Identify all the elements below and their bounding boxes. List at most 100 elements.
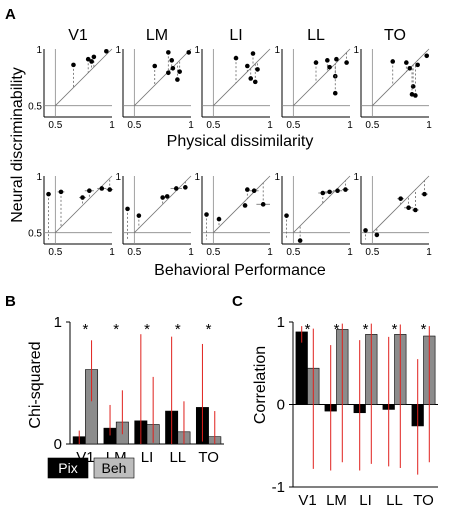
subplot-top-1: 1 0.5 0.5 1 V1 <box>28 27 115 131</box>
data-point <box>175 77 180 82</box>
data-point <box>152 63 158 69</box>
panel-label-c: C <box>232 293 243 310</box>
data-point <box>173 186 179 191</box>
panel-c-category-label: LL <box>386 492 403 508</box>
subplot-title: LL <box>307 27 325 44</box>
subplot-title: LI <box>229 27 242 44</box>
data-point <box>166 70 171 76</box>
x-tick-label: 0.5 <box>286 247 300 258</box>
data-point <box>216 216 222 222</box>
data-point <box>204 212 209 217</box>
panel-b-category-label: LI <box>141 449 154 466</box>
x-tick-label: 1 <box>109 120 115 131</box>
data-point <box>251 188 257 194</box>
panel-c-category-label: V1 <box>298 492 316 508</box>
x-tick-label: 1 <box>426 247 432 258</box>
y-tick-label: 1 <box>194 45 200 56</box>
data-point <box>46 191 51 197</box>
panel-c: 1 0 -1 V1 * LM * LI * LL * TO * <box>272 314 438 509</box>
data-point <box>245 63 250 69</box>
data-point <box>413 207 418 213</box>
y-tick-label: 1 <box>194 172 200 183</box>
data-point <box>104 48 109 54</box>
data-point <box>58 189 64 195</box>
data-point <box>80 195 85 200</box>
identity-line <box>134 175 192 233</box>
legend-swatch-pix <box>47 457 89 479</box>
panel-a-ylabel: Neural discriminability <box>9 67 26 223</box>
data-point <box>363 228 368 233</box>
y-tick-label: 1 <box>274 172 280 183</box>
subplot-title: TO <box>384 27 406 44</box>
data-point <box>169 58 175 63</box>
y-tick-label: 1 <box>115 172 121 183</box>
data-point <box>320 190 326 196</box>
data-point <box>85 56 91 62</box>
data-point <box>107 187 113 192</box>
y-tick-label: 1 <box>353 172 359 183</box>
x-tick-label: 0.5 <box>48 247 62 258</box>
panel-c-significance-mark: * <box>392 321 398 338</box>
panel-c-y-tick-label: -1 <box>272 479 285 496</box>
data-point <box>260 202 266 207</box>
data-point <box>186 50 192 55</box>
identity-line <box>372 48 430 106</box>
data-point <box>248 76 254 81</box>
data-point <box>413 93 418 98</box>
panel-a-bottom-xlabel: Behavioral Performance <box>154 262 326 279</box>
data-point <box>242 203 248 208</box>
data-point <box>89 59 94 64</box>
data-point <box>170 65 176 71</box>
data-point <box>415 62 420 68</box>
panel-b-y-tick-label: 0 <box>54 436 62 453</box>
data-point <box>252 79 258 85</box>
data-point <box>410 84 416 89</box>
identity-line <box>293 48 351 106</box>
data-point <box>334 56 339 62</box>
data-point <box>233 55 239 61</box>
y-tick-label: 1 <box>274 45 280 56</box>
y-tick-label: 0.5 <box>28 229 42 240</box>
data-point <box>166 50 171 55</box>
data-point <box>255 67 260 72</box>
data-point <box>183 185 188 190</box>
x-tick-label: 1 <box>347 247 353 258</box>
panel-c-significance-mark: * <box>305 321 311 338</box>
panel-c-ylabel: Correlation <box>252 346 269 424</box>
panel-c-significance-mark: * <box>334 321 340 338</box>
data-point <box>332 90 338 96</box>
identity-line <box>55 48 113 106</box>
legend-label-pix: Pix <box>58 460 77 476</box>
x-tick-label: 0.5 <box>127 247 141 258</box>
subplot-top-5: 1 0.5 1 TO <box>353 27 432 131</box>
data-point <box>71 62 76 68</box>
data-point <box>422 191 427 197</box>
y-tick-label: 1 <box>36 45 42 56</box>
panel-b-significance-mark: * <box>113 321 119 338</box>
subplot-title: V1 <box>68 27 88 44</box>
x-tick-label: 1 <box>267 120 273 131</box>
data-point <box>424 53 430 59</box>
data-point <box>390 59 396 64</box>
panel-label-a: A <box>5 6 16 23</box>
data-point <box>325 58 330 63</box>
subplot-bottom-2: 10.5 1 <box>115 172 194 258</box>
x-tick-label: 1 <box>267 247 273 258</box>
panel-b-ylabel: Chi-squared <box>27 341 44 428</box>
data-point <box>313 60 319 65</box>
identity-line <box>213 175 271 233</box>
x-tick-label: 0.5 <box>48 120 62 131</box>
panel-c-y-tick-label: 0 <box>277 397 285 414</box>
identity-line <box>134 48 192 106</box>
data-point <box>99 186 105 191</box>
data-point <box>160 195 165 200</box>
data-point <box>327 189 332 195</box>
identity-line <box>293 175 351 233</box>
data-point <box>406 205 411 211</box>
x-tick-label: 1 <box>109 247 115 258</box>
panel-b-category-label: TO <box>198 449 219 466</box>
subplot-top-3: 1 0.5 1 LI <box>194 27 273 131</box>
data-point <box>344 60 349 65</box>
